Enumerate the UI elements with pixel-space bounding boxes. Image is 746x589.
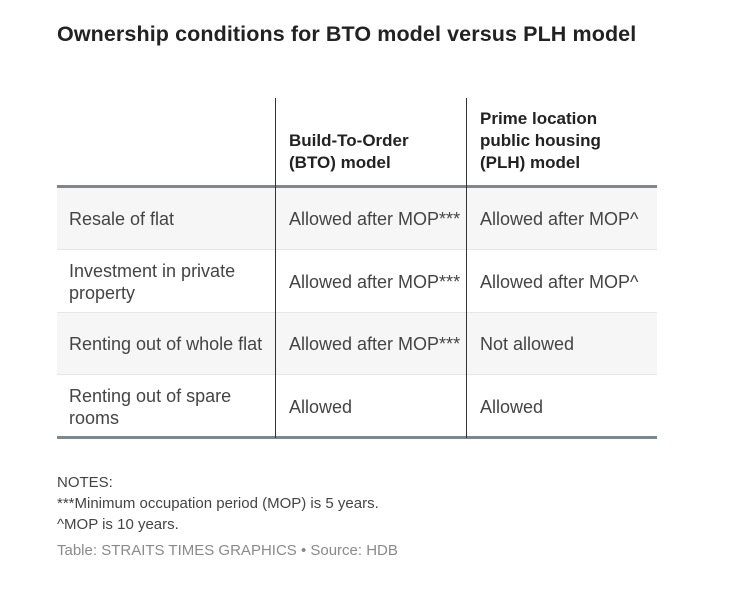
table-cell: Not allowed xyxy=(480,334,575,354)
table-cell: Allowed xyxy=(480,396,544,417)
table-cell: Allowed after MOP^ xyxy=(480,209,639,229)
table-bottom-border xyxy=(57,436,657,439)
table-row: Investment in private property Allowed af… xyxy=(57,251,657,313)
table-row: Renting out of spare rooms Allowed Allowed xyxy=(57,376,657,438)
notes-heading: NOTES: xyxy=(57,474,113,491)
table-cell: Allowed after MOP*** xyxy=(289,271,461,292)
column-divider xyxy=(466,98,467,438)
table-header: Build-To-Order (BTO) model Prime locatio… xyxy=(57,98,657,186)
note-line: ^MOP is 10 years. xyxy=(57,516,179,533)
source-credit: Table: STRAITS TIMES GRAPHICS • Source: … xyxy=(57,542,398,559)
column-header-bto: Build-To-Order (BTO) model xyxy=(289,131,409,172)
table-cell: Allowed xyxy=(289,396,353,417)
notes: NOTES: ***Minimum occupation period (MOP… xyxy=(57,472,379,535)
table-row: Renting out of whole flat Allowed after M… xyxy=(57,313,657,375)
header-divider xyxy=(57,185,657,188)
ownership-table: Build-To-Order (BTO) model Prime locatio… xyxy=(57,98,657,439)
note-line: ***Minimum occupation period (MOP) is 5 … xyxy=(57,495,379,512)
column-header-plh: Prime location public housing (PLH) mode… xyxy=(480,109,601,172)
column-divider xyxy=(275,98,276,438)
row-label: Investment in private property xyxy=(69,260,236,303)
table-cell: Allowed after MOP*** xyxy=(289,209,461,229)
row-label: Renting out of whole flat xyxy=(69,334,263,354)
chart-title: Ownership conditions for BTO model versu… xyxy=(57,22,637,46)
row-label: Renting out of spare rooms xyxy=(69,385,232,428)
table-cell: Allowed after MOP^ xyxy=(480,271,639,292)
table-cell: Allowed after MOP*** xyxy=(289,334,461,354)
table-row: Resale of flat Allowed after MOP*** Allowe… xyxy=(57,188,657,250)
row-label: Resale of flat xyxy=(69,209,175,229)
